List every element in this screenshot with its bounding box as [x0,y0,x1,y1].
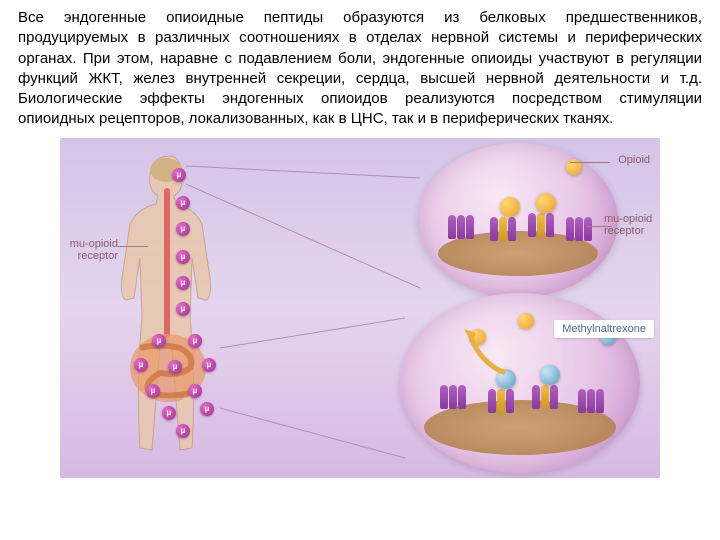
receptor-dot: μ [176,302,190,316]
receptor-dot: μ [200,402,214,416]
receptor-dot: μ [162,406,176,420]
receptor-cluster [528,213,556,249]
opioid-sphere [536,193,556,213]
opioid-diagram: μ μ μ μ μ μ μ μ μ μ μ μ μ μ μ μ mu-opioi… [60,138,660,478]
label-mu-right: mu-opioid receptor [604,213,660,237]
slide: Все эндогенные опиоидные пептиды образую… [0,0,720,540]
label-mu-left: mu-opioid receptor [60,238,118,262]
body-paragraph: Все эндогенные опиоидные пептиды образую… [18,8,702,130]
receptor-dot: μ [172,168,186,182]
receptor-dot: μ [176,196,190,210]
receptor-cluster [532,385,560,421]
receptor-dot: μ [168,360,182,374]
receptor-dot: μ [176,276,190,290]
receptor-dot: μ [202,358,216,372]
methyl-sphere [540,365,560,385]
receptor-dot: μ [188,384,202,398]
receptor-dot: μ [188,334,202,348]
receptor-cluster [566,217,594,253]
receptor-dot: μ [152,334,166,348]
receptor-dot: μ [176,222,190,236]
receptor-dot: μ [134,358,148,372]
label-line [586,226,612,227]
receptor-dot: μ [176,424,190,438]
opioid-sphere [500,197,520,217]
receptor-cluster [488,389,516,425]
label-opioid: Opioid [618,154,650,166]
receptor-cluster [578,389,606,425]
label-line [570,162,610,163]
label-line [118,246,148,247]
label-methylnaltrexone: Methylnaltrexone [554,320,654,338]
receptor-cluster [440,385,468,421]
receptor-cluster [448,215,476,251]
receptor-dot: μ [176,250,190,264]
receptor-cluster [490,217,518,253]
human-body: μ μ μ μ μ μ μ μ μ μ μ μ μ μ μ μ [90,148,270,468]
deflect-arrow [460,323,540,383]
inset-brain-receptors [418,143,618,298]
receptor-dot: μ [146,384,160,398]
